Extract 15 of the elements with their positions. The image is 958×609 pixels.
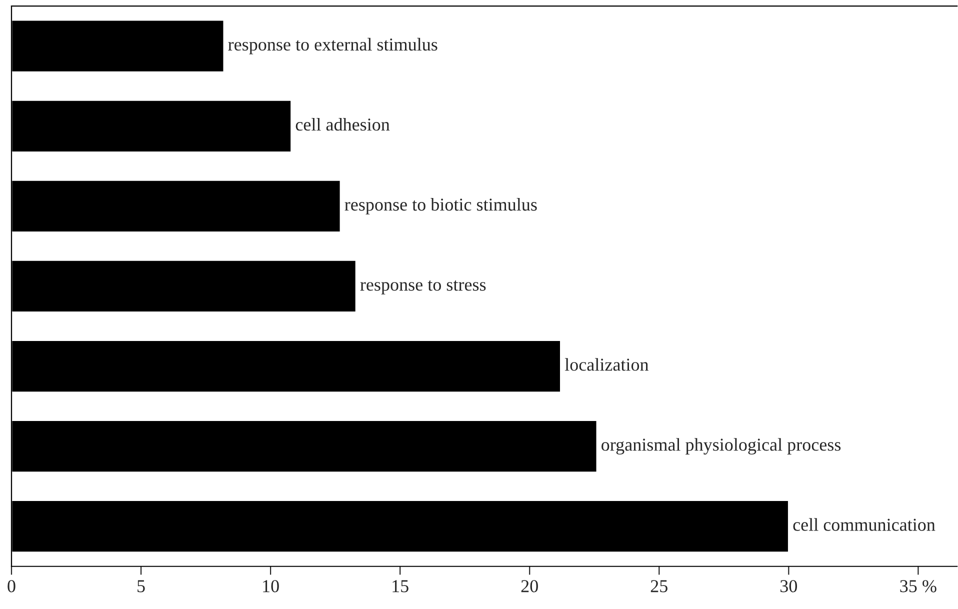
x-tick-label: 25	[650, 580, 668, 592]
x-tick-label: 0	[8, 580, 16, 592]
x-tick-label: 15	[392, 580, 408, 592]
x-tick-label: 35 %	[900, 580, 936, 592]
y-tick-label: cell adhesion	[296, 118, 390, 131]
y-tick-label: response to external stimulus	[228, 38, 438, 54]
y-tick-label: localization	[564, 358, 649, 371]
x-tick-label: 20	[521, 580, 538, 592]
y-tick-label: response to biotic stimulus	[344, 198, 537, 214]
y-tick-label: cell communication	[793, 518, 936, 531]
y-tick-label: organismal physiological process	[602, 438, 841, 455]
x-tick-label: 30	[780, 580, 797, 592]
x-tick-label: 10	[263, 580, 279, 592]
x-tick-label: 5	[138, 580, 145, 592]
y-tick-label: response to stress	[360, 280, 486, 294]
